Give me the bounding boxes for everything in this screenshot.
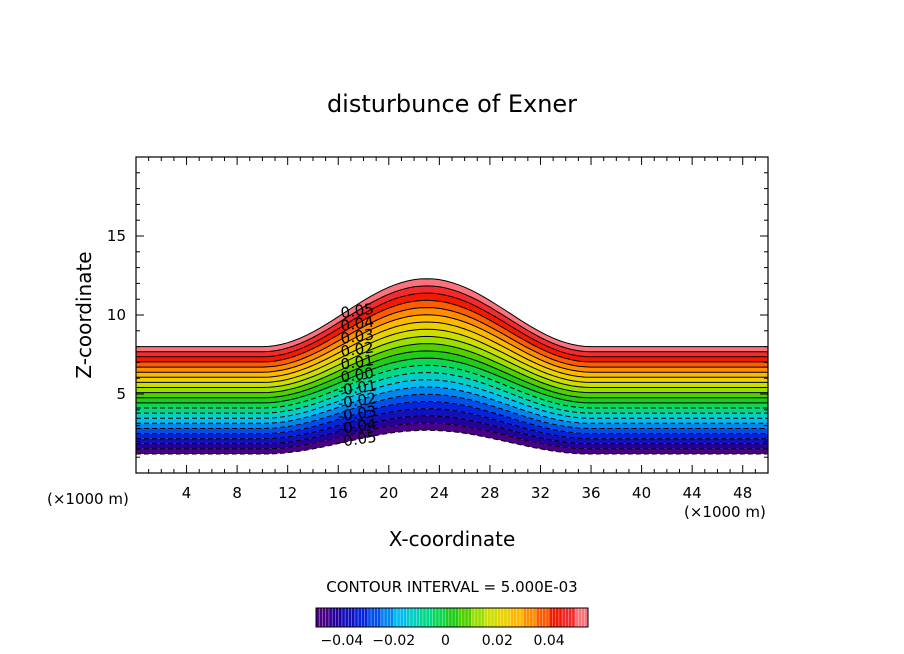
- contour-label: 0.01: [339, 351, 375, 373]
- colorbar-frame: [315, 607, 589, 628]
- y-tick-label: 10: [107, 306, 126, 324]
- contour-band: [136, 401, 768, 439]
- x-tick-label: 12: [278, 484, 297, 502]
- contour-line: [136, 314, 768, 373]
- contour-band: [136, 423, 768, 454]
- colorbar-tick-label: −0.02: [372, 633, 415, 649]
- contour-line: [136, 393, 768, 429]
- contour-label: 0.04: [339, 313, 375, 335]
- contour-band: [136, 387, 768, 429]
- contour-band: [136, 379, 768, 424]
- x-tick-label: 40: [632, 484, 651, 502]
- contour-fill-bands: [136, 278, 768, 454]
- contour-label: -0.04: [337, 415, 378, 438]
- contour-line: [136, 350, 768, 399]
- contour-band: [136, 408, 768, 444]
- contour-line: [136, 299, 768, 363]
- contour-label: 0.00: [339, 364, 375, 386]
- colorbar: [315, 607, 589, 628]
- contour-line: [136, 278, 768, 348]
- colorbar-tick-label: −0.04: [320, 633, 363, 649]
- contour-line: [136, 357, 768, 404]
- contour-line: [136, 415, 768, 445]
- colorbar-tick-label: 0.04: [534, 633, 565, 649]
- contour-line: [136, 422, 768, 450]
- x-tick-label: 28: [480, 484, 499, 502]
- x-tick-label: 44: [683, 484, 702, 502]
- contour-label: -0.02: [337, 389, 378, 412]
- x-tick-label: 32: [531, 484, 550, 502]
- x-unit-label-right: (×1000 m): [684, 503, 766, 521]
- contour-line: [136, 321, 768, 378]
- x-axis-label: X-coordinate: [389, 527, 516, 551]
- contour-band: [136, 415, 768, 449]
- contour-band: [136, 394, 768, 434]
- contour-line: [136, 307, 768, 368]
- x-tick-label: 8: [232, 484, 242, 502]
- contour-lines: [136, 278, 768, 455]
- x-tick-label: 20: [379, 484, 398, 502]
- x-tick-label: 48: [733, 484, 752, 502]
- contour-labels: 0.050.040.030.020.010.00-0.01-0.02-0.03-…: [337, 300, 378, 451]
- contour-label: 0.05: [339, 300, 375, 322]
- contour-line: [136, 372, 768, 414]
- contour-line: [136, 408, 768, 440]
- contour-label: 0.03: [339, 325, 375, 347]
- chart-title: disturbunce of Exner: [327, 90, 577, 118]
- colorbar-tick-labels: −0.04 −0.02 0 0.02 0.04: [320, 633, 564, 649]
- colorbar-tick-label: 0: [441, 633, 450, 649]
- x-unit-label-left: (×1000 m): [47, 490, 129, 508]
- contour-interval-text: CONTOUR INTERVAL = 5.000E-03: [326, 578, 577, 596]
- y-axis-label: Z-coordinate: [72, 251, 96, 378]
- colorbar-tick-label: 0.02: [482, 633, 513, 649]
- y-tick-label: 15: [107, 227, 126, 245]
- contour-line: [136, 285, 768, 353]
- contour-line: [136, 292, 768, 358]
- contour-label: -0.01: [337, 376, 378, 399]
- x-tick-label: 24: [430, 484, 449, 502]
- contour-label: 0.02: [339, 338, 375, 360]
- contour-line: [136, 386, 768, 424]
- y-tick-label: 5: [116, 385, 126, 403]
- contour-line: [136, 429, 768, 455]
- contour-label: -0.03: [337, 402, 378, 425]
- contour-line: [136, 400, 768, 435]
- x-tick-label: 4: [182, 484, 192, 502]
- contour-line: [136, 343, 768, 394]
- contour-line: [136, 364, 768, 409]
- contour-line: [136, 328, 768, 383]
- contour-label: -0.05: [337, 428, 378, 451]
- x-tick-label: 36: [581, 484, 600, 502]
- x-tick-label: 16: [329, 484, 348, 502]
- contour-line: [136, 335, 768, 388]
- contour-line: [136, 379, 768, 419]
